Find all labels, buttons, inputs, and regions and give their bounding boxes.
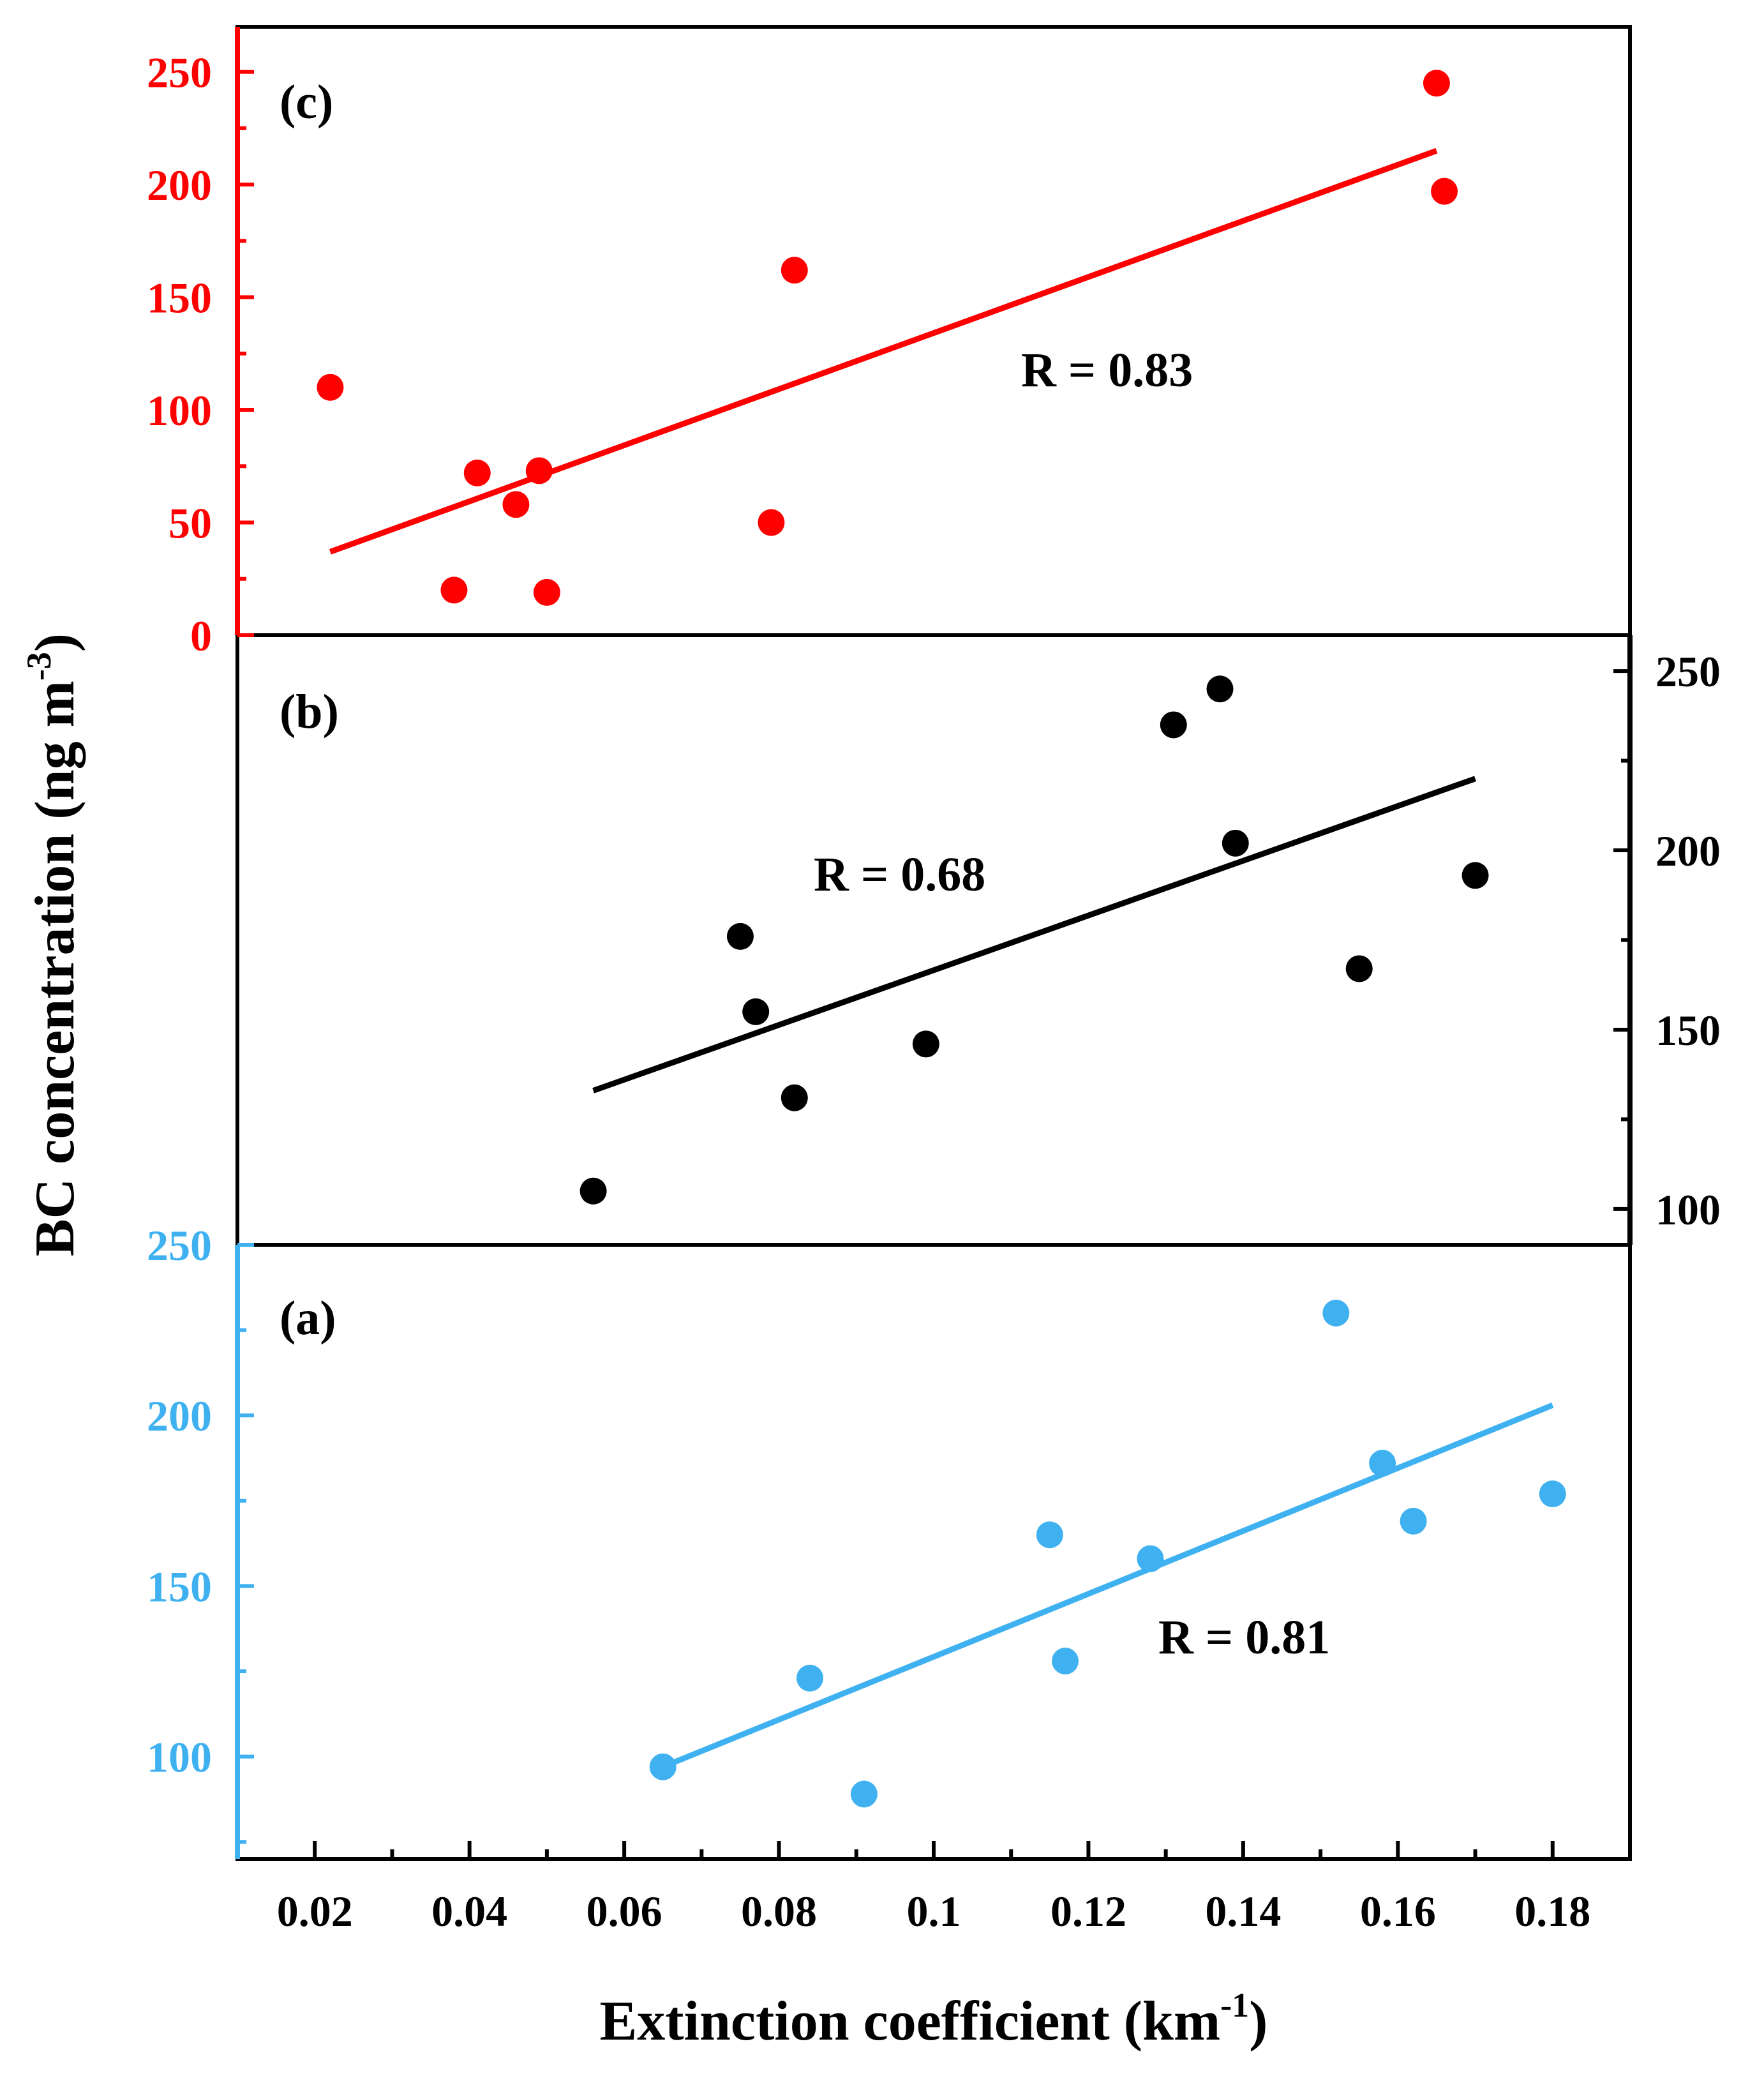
- panel-b-point: [1461, 862, 1489, 889]
- panel-b-y-tick-label: 100: [1656, 1185, 1721, 1234]
- panel-c-point: [463, 459, 491, 486]
- panel-c-point: [533, 578, 560, 606]
- panel-b-point: [742, 998, 770, 1025]
- chart-ticks: 0 50 100 150 200 250 100 150 200 250 100 150 200 250 0…: [147, 27, 1721, 1936]
- panel-a-y-tick-label: 200: [147, 1392, 212, 1440]
- panel-c-point: [525, 457, 553, 485]
- panel-b-point: [1206, 675, 1234, 703]
- y-axis-title: BC concentration (ng m-3): [20, 633, 86, 1256]
- panel-a-y-tick-label: 250: [147, 1221, 212, 1270]
- panel-c-point: [502, 491, 530, 518]
- panel-a-point: [1322, 1299, 1350, 1327]
- x-tick-label: 0.02: [277, 1887, 353, 1936]
- panel-b-point: [579, 1177, 607, 1205]
- panel-b-point: [1222, 829, 1249, 857]
- panel-a-point: [1137, 1545, 1164, 1572]
- panel-b-y-tick-label: 150: [1656, 1006, 1721, 1055]
- x-tick-label: 0.1: [907, 1887, 961, 1936]
- panel-a-point: [649, 1753, 676, 1780]
- panel-b-y-tick-label: 200: [1656, 827, 1721, 875]
- panel-c-y-tick-label: 0: [190, 612, 212, 660]
- x-tick-label: 0.08: [741, 1887, 817, 1936]
- panel-b-y-tick-label: 250: [1656, 647, 1721, 696]
- chart-marks: [317, 70, 1566, 1808]
- panel-a-label: (a): [280, 1291, 336, 1345]
- panel-c-point: [781, 257, 808, 284]
- panel-c-y-tick-label: 150: [147, 274, 212, 322]
- x-axis-title: Extinction coefficient (km-1): [600, 1986, 1268, 2052]
- panel-c-point: [758, 509, 785, 536]
- panel-c-point: [1431, 177, 1458, 205]
- panel-b-fit-line: [592, 776, 1477, 1094]
- panel-a-y-tick-label: 150: [147, 1562, 212, 1611]
- x-tick-label: 0.14: [1205, 1887, 1281, 1936]
- panel-c-point: [317, 373, 344, 401]
- panel-a-point: [1539, 1480, 1566, 1508]
- panel-c-y-tick-label: 50: [168, 499, 212, 548]
- x-tick-label: 0.04: [431, 1887, 507, 1936]
- panel-a-point: [1036, 1521, 1063, 1549]
- panel-c-label: (c): [280, 75, 333, 129]
- panel-c-point: [1423, 70, 1450, 97]
- panel-c-y-tick-label: 200: [147, 161, 212, 209]
- panel-c-point: [440, 576, 468, 604]
- panel-a-y-tick-label: 100: [147, 1733, 212, 1782]
- panel-c-y-tick-label: 250: [147, 49, 212, 97]
- panel-a-fit-line: [662, 1402, 1554, 1770]
- panel-b-point: [1160, 711, 1187, 739]
- panel-b-point: [726, 922, 754, 950]
- panel-b-point: [781, 1084, 808, 1111]
- panel-a-point: [1369, 1450, 1396, 1477]
- panel-c-y-tick-label: 100: [147, 386, 212, 435]
- panel-a-point: [1400, 1507, 1427, 1535]
- panel-b-point: [912, 1030, 939, 1058]
- x-tick-label: 0.18: [1514, 1887, 1590, 1936]
- x-tick-label: 0.12: [1050, 1887, 1126, 1936]
- panel-b-label: (b): [280, 685, 339, 739]
- panel-a-point: [796, 1664, 824, 1692]
- panel-b-r-label: R = 0.68: [814, 848, 985, 901]
- x-tick-label: 0.16: [1360, 1887, 1436, 1936]
- panel-a-point: [850, 1780, 878, 1808]
- panel-b-point: [1345, 955, 1373, 982]
- panel-c-fit-line: [329, 147, 1438, 555]
- panel-c-r-label: R = 0.83: [1021, 343, 1193, 397]
- x-tick-label: 0.06: [587, 1887, 662, 1936]
- panel-a-r-label: R = 0.81: [1158, 1611, 1330, 1664]
- panel-a-point: [1052, 1648, 1079, 1675]
